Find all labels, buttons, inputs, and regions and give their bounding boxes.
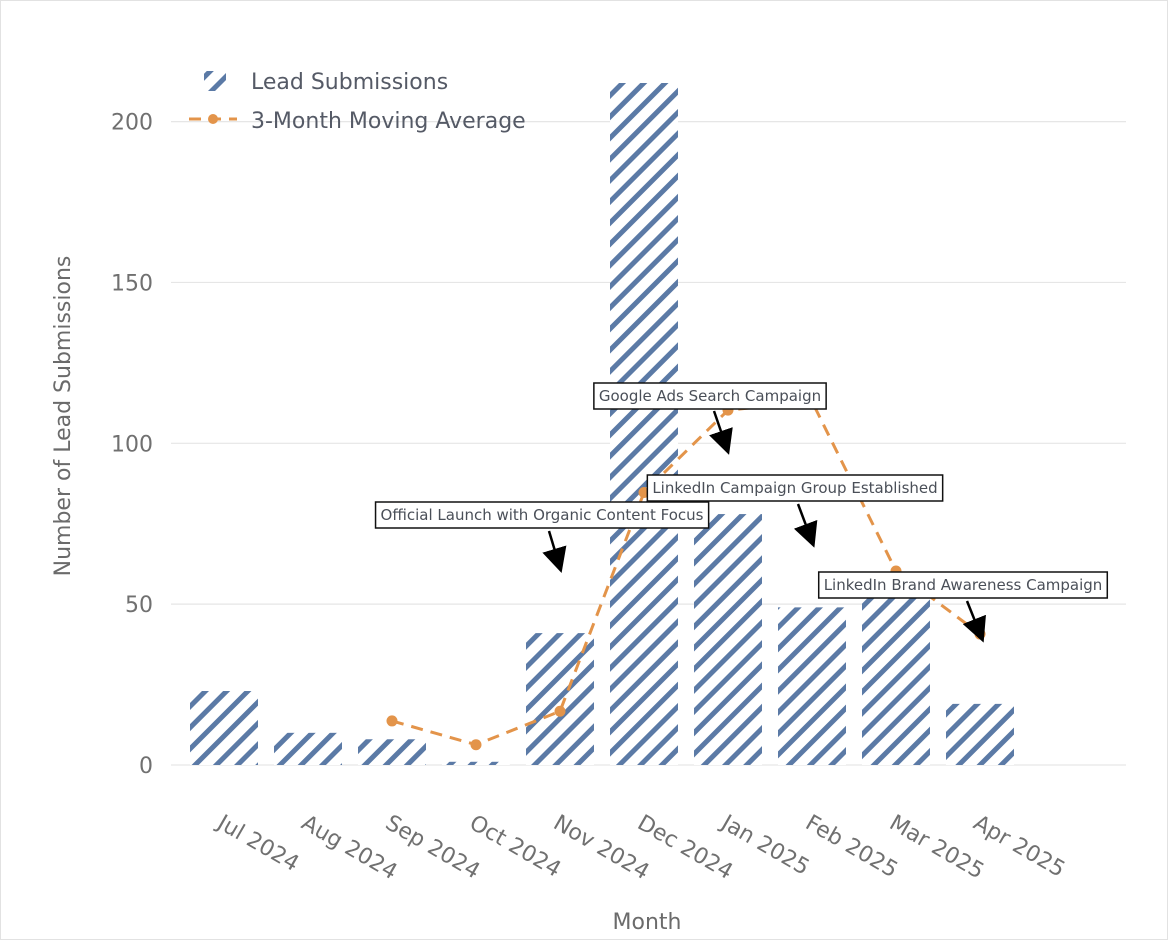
moving-average-point xyxy=(554,705,566,717)
bar xyxy=(442,761,510,765)
bar xyxy=(610,83,678,765)
x-tick-label: Nov 2024 xyxy=(549,811,653,886)
bar xyxy=(862,591,930,765)
annotation-arrow xyxy=(709,410,733,455)
x-tick-label: Mar 2025 xyxy=(885,811,988,885)
bar xyxy=(778,607,846,765)
annotation: LinkedIn Campaign Group Established xyxy=(646,474,944,548)
x-tick-label: Oct 2024 xyxy=(465,811,565,883)
bar xyxy=(946,703,1014,765)
x-tick-label: Apr 2025 xyxy=(969,811,1069,883)
legend-line-label: 3-Month Moving Average xyxy=(251,109,526,134)
y-tick-label: 100 xyxy=(111,432,153,457)
annotation: LinkedIn Brand Awareness Campaign xyxy=(817,571,1109,643)
bar xyxy=(190,691,258,765)
y-tick-labels: 0 50 100 150 200 xyxy=(111,111,153,779)
annotation-text: Official Launch with Organic Content Foc… xyxy=(381,506,704,524)
annotation-box xyxy=(646,474,944,502)
annotation-box xyxy=(374,501,710,529)
x-tick-label: Sep 2024 xyxy=(381,811,484,885)
annotation-box xyxy=(817,571,1109,599)
annotation-arrow xyxy=(962,600,986,643)
bar xyxy=(274,732,342,765)
y-tick-label: 200 xyxy=(111,111,153,136)
annotation: Official Launch with Organic Content Foc… xyxy=(374,501,710,573)
bars xyxy=(190,83,1014,765)
annotation: Google Ads Search Campaign xyxy=(593,382,827,455)
legend-bar-swatch xyxy=(204,71,226,91)
bar xyxy=(358,739,426,765)
annotation-box xyxy=(593,382,827,410)
x-tick-label: Feb 2025 xyxy=(801,811,902,884)
legend-line-marker xyxy=(208,114,218,124)
x-tick-label: Aug 2024 xyxy=(297,811,401,886)
x-tick-label: Jul 2024 xyxy=(211,810,303,877)
legend: Lead Submissions 3-Month Moving Average xyxy=(189,70,526,134)
annotation-text: LinkedIn Campaign Group Established xyxy=(652,479,937,497)
annotation-text: Google Ads Search Campaign xyxy=(599,387,821,405)
y-tick-label: 0 xyxy=(139,754,153,779)
moving-average-path xyxy=(391,399,981,747)
y-axis-title: Number of Lead Submissions xyxy=(51,256,76,577)
moving-average-point xyxy=(470,739,482,751)
y-tick-label: 50 xyxy=(125,593,153,618)
annotation-arrow xyxy=(793,503,818,548)
x-axis-title: Month xyxy=(613,910,682,935)
annotations: Official Launch with Organic Content Foc… xyxy=(374,382,1109,643)
bar xyxy=(694,514,762,765)
legend-bar-label: Lead Submissions xyxy=(251,70,448,95)
annotation-arrow xyxy=(542,530,567,573)
x-tick-label: Dec 2024 xyxy=(633,811,737,885)
bar xyxy=(526,633,594,765)
annotation-text: LinkedIn Brand Awareness Campaign xyxy=(824,576,1103,594)
moving-average-point xyxy=(386,715,398,727)
y-tick-label: 150 xyxy=(111,271,153,296)
